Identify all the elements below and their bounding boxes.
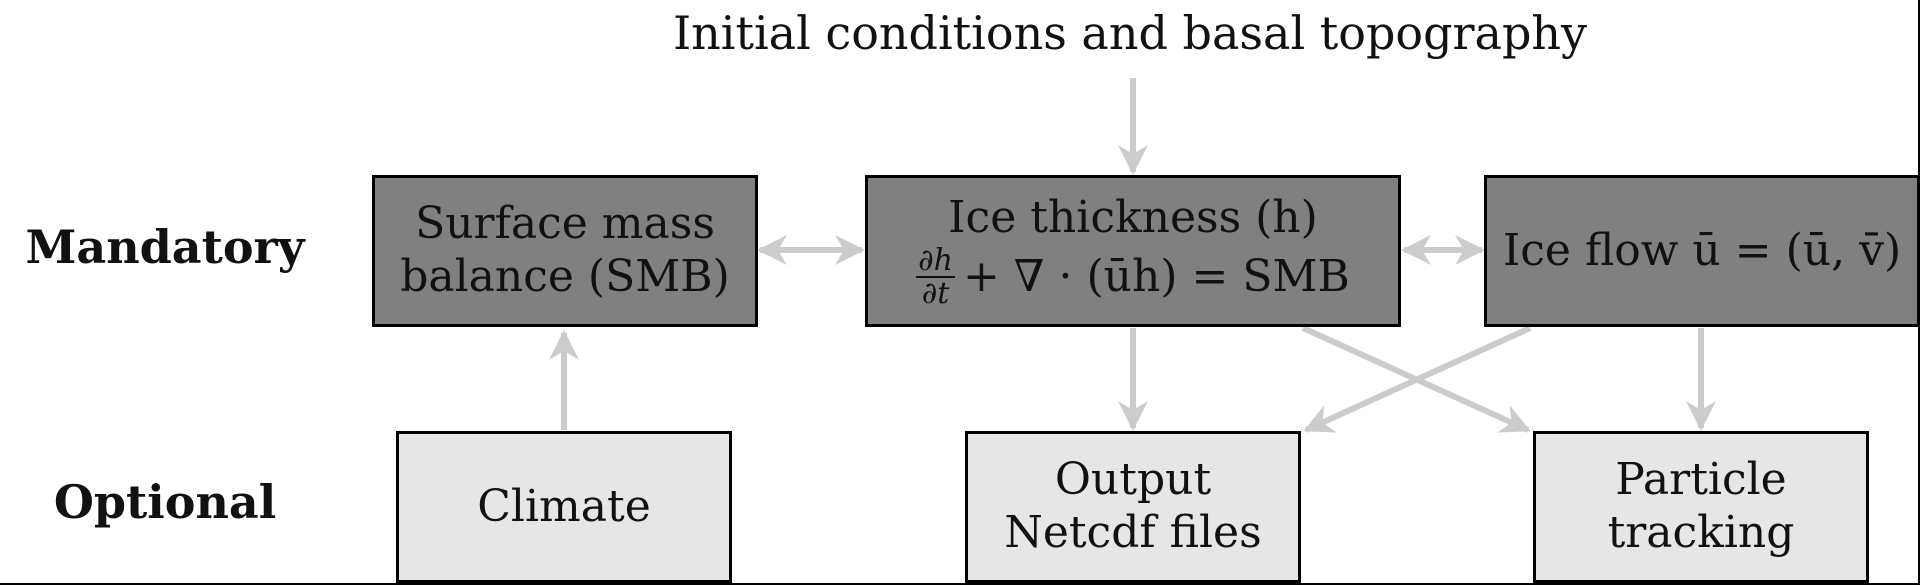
fraction-denominator: ∂t	[921, 276, 950, 312]
smb-line-1: Surface mass	[415, 198, 715, 250]
fraction-numerator: ∂h	[916, 242, 955, 279]
thickness-fraction: ∂h ∂t	[916, 245, 955, 310]
row-label-optional: Optional	[53, 475, 277, 529]
output-line-2: Netcdf files	[1004, 507, 1262, 558]
thickness-equation: ∂h ∂t + ∇ · (ūh) = SMB	[916, 245, 1350, 310]
output-line-1: Output	[1054, 454, 1212, 506]
box-surface-mass-balance: Surface mass balance (SMB)	[372, 175, 758, 327]
box-ice-thickness: Ice thickness (h) ∂h ∂t + ∇ · (ūh) = SMB	[865, 175, 1401, 327]
diagram-title: Initial conditions and basal topography	[672, 6, 1588, 60]
particle-line-1: Particle	[1615, 454, 1787, 506]
arrow-iceflow-to-output	[1303, 325, 1532, 433]
row-label-mandatory: Mandatory	[25, 220, 305, 274]
thickness-line-1: Ice thickness (h)	[948, 192, 1318, 244]
box-particle-tracking: Particle tracking	[1533, 431, 1869, 583]
box-ice-flow: Ice flow ū = (ū, v̄)	[1484, 175, 1920, 327]
smb-line-2: balance (SMB)	[400, 251, 730, 302]
iceflow-text: Ice flow ū = (ū, v̄)	[1502, 224, 1902, 276]
frame-edge-bottom	[0, 583, 1920, 585]
climate-text: Climate	[477, 480, 651, 532]
particle-line-2: tracking	[1607, 507, 1795, 558]
box-output-netcdf: Output Netcdf files	[965, 431, 1301, 583]
box-climate: Climate	[396, 431, 732, 583]
equation-rest: + ∇ · (ūh) = SMB	[962, 250, 1350, 302]
